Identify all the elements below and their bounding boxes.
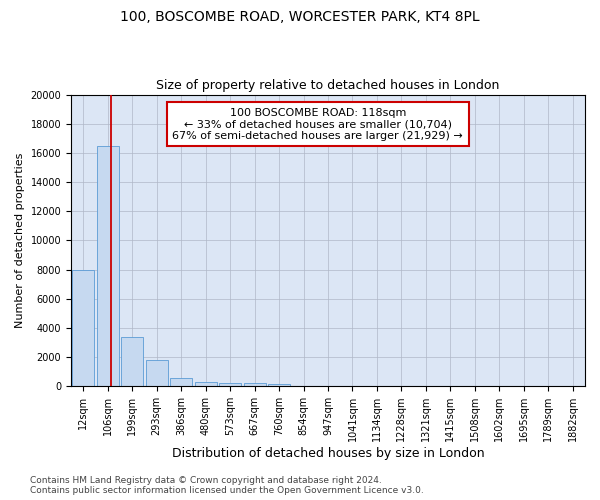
Bar [219,382,241,386]
Bar [97,146,119,386]
Text: 100 BOSCOMBE ROAD: 118sqm
← 33% of detached houses are smaller (10,704)
67% of s: 100 BOSCOMBE ROAD: 118sqm ← 33% of detac… [172,108,463,141]
Text: 100, BOSCOMBE ROAD, WORCESTER PARK, KT4 8PL: 100, BOSCOMBE ROAD, WORCESTER PARK, KT4 … [120,10,480,24]
Bar [121,336,143,386]
Bar [72,270,94,386]
Bar [194,382,217,386]
Bar [268,384,290,386]
Y-axis label: Number of detached properties: Number of detached properties [15,152,25,328]
Title: Size of property relative to detached houses in London: Size of property relative to detached ho… [157,79,500,92]
X-axis label: Distribution of detached houses by size in London: Distribution of detached houses by size … [172,447,484,460]
Text: Contains HM Land Registry data © Crown copyright and database right 2024.
Contai: Contains HM Land Registry data © Crown c… [30,476,424,495]
Bar [170,378,192,386]
Bar [244,384,266,386]
Bar [146,360,168,386]
